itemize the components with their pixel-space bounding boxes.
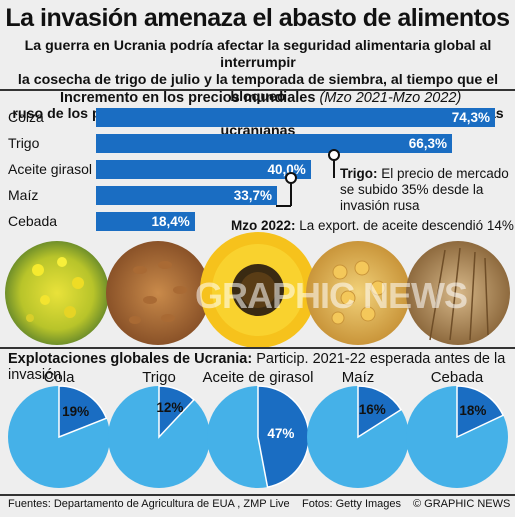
pie-share-slice <box>357 385 403 439</box>
bar-value-label: 40,0% <box>267 162 306 177</box>
bar-category-label: Cebada <box>8 213 58 229</box>
trigo-marker <box>328 149 340 161</box>
corn-kernels <box>331 260 386 325</box>
bar-category-label: Maíz <box>8 187 39 203</box>
bar <box>96 134 453 153</box>
pie-category-label: Trigo <box>142 369 176 386</box>
oil-annotation-bold: Mzo 2022: <box>231 218 296 233</box>
bar-value-label: 18,4% <box>151 214 190 229</box>
pie-value-label: 12% <box>156 400 184 416</box>
rapeseed-flowers <box>26 257 84 322</box>
barley-photo <box>406 241 510 345</box>
bar <box>96 160 311 179</box>
bar-category-label: Trigo <box>8 135 40 151</box>
subtitle-line-2: la cosecha de trigo de julio y la tempor… <box>17 72 499 105</box>
page-title: La invasión amenaza el abasto de aliment… <box>5 4 510 32</box>
pie-category-label: Aceite de girasol <box>202 369 314 386</box>
pie-category-label: Cola <box>43 369 75 386</box>
oil-annotation: Mzo 2022: La export. de aceite descendió… <box>231 218 514 234</box>
trigo-annotation-bold: Trigo: <box>340 166 378 181</box>
bar-value-label: 66,3% <box>408 136 448 151</box>
sunflower-photo <box>200 232 316 348</box>
pie-share-slice <box>58 385 108 439</box>
wheat-grains <box>129 261 187 324</box>
oil-leader-line-h <box>276 205 291 207</box>
oil-leader-line <box>290 176 292 206</box>
trigo-leader-line <box>333 153 335 178</box>
trigo-annotation-line-1: El precio de mercado <box>377 166 509 181</box>
bar <box>96 212 195 231</box>
oil-marker <box>285 172 297 184</box>
middle-divider <box>0 347 515 349</box>
pie-section-title-text: Explotaciones globales de Ucrania: <box>8 351 253 367</box>
bar-value-label: 74,3% <box>451 110 490 125</box>
oil-annotation-text: La export. de aceite descendió 14% <box>295 218 514 233</box>
trigo-annotation: Trigo: El precio de mercado se subido 35… <box>340 166 509 214</box>
footer-sources: Fuentes: Departamento de Agricultura de … <box>8 498 290 510</box>
top-divider <box>0 89 515 91</box>
pie-value-label: 16% <box>358 402 386 418</box>
pie-section-subtitle: Particip. 2021-22 esperada antes de la i… <box>8 351 506 383</box>
pie-share-slice <box>456 385 505 439</box>
pie-value-label: 47% <box>267 425 295 441</box>
pie-share-slice <box>158 385 195 439</box>
bar-category-label: Aceite girasol <box>8 161 93 177</box>
bottom-divider <box>0 494 515 496</box>
footer-credit: © GRAPHIC NEWS <box>413 498 511 510</box>
trigo-annotation-line-2: se subido 35% desde la <box>340 182 484 197</box>
barley-stalks <box>429 247 489 341</box>
pie-category-label: Cebada <box>430 369 484 386</box>
bar-chart-subtitle: (Mzo 2021-Mzo 2022) <box>319 90 462 106</box>
pie-section-title: Explotaciones globales de Ucrania: Parti… <box>8 351 515 383</box>
trigo-annotation-line-3: invasión rusa <box>340 198 420 213</box>
footer-photos: Fotos: Getty Images <box>302 498 402 510</box>
pie-value-label: 19% <box>62 403 90 419</box>
pie-value-label: 18% <box>459 403 487 419</box>
watermark: GRAPHIC NEWS <box>195 275 468 316</box>
subtitle-line-1: La guerra en Ucrania podría afectar la s… <box>24 38 492 71</box>
bar-category-label: Colza <box>8 109 44 125</box>
pie-category-label: Maíz <box>341 369 375 386</box>
bar <box>96 186 277 205</box>
bar-chart-title: Incremento en los precios mundiales (Mzo… <box>60 90 461 106</box>
bar <box>96 108 495 127</box>
bar-value-label: 33,7% <box>233 188 272 203</box>
bar-chart-title-text: Incremento en los precios mundiales <box>60 90 316 106</box>
